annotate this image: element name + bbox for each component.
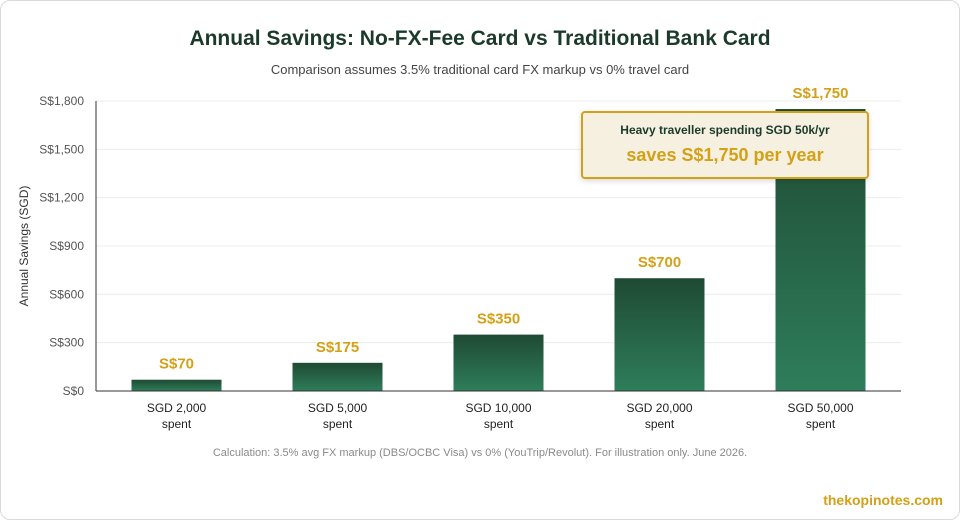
x-tick-label: spent xyxy=(323,417,353,431)
y-tick-label: S$1,800 xyxy=(39,94,84,108)
bar-data-label: S$70 xyxy=(159,356,194,373)
y-tick-label: S$0 xyxy=(63,384,85,398)
x-tick-label: spent xyxy=(162,417,192,431)
x-tick-label: SGD 5,000 xyxy=(308,401,368,415)
bar xyxy=(453,334,544,391)
x-tick-label: spent xyxy=(806,417,836,431)
x-tick-label: SGD 2,000 xyxy=(147,401,207,415)
x-tick-label: SGD 10,000 xyxy=(465,401,531,415)
y-axis-title: Annual Savings (SGD) xyxy=(17,186,31,307)
y-tick-label: S$1,200 xyxy=(39,191,84,205)
bar xyxy=(614,278,705,391)
bar xyxy=(292,362,383,391)
bar-data-label: S$700 xyxy=(638,254,681,271)
x-tick-label: SGD 20,000 xyxy=(626,401,692,415)
bar-data-label: S$175 xyxy=(316,339,359,356)
y-tick-label: S$900 xyxy=(49,239,84,253)
chart-subtitle: Comparison assumes 3.5% traditional card… xyxy=(270,62,690,77)
x-tick-label: spent xyxy=(484,417,514,431)
callout-heading: Heavy traveller spending SGD 50k/yr xyxy=(620,123,830,137)
bar xyxy=(131,379,222,391)
brand-watermark: thekopinotes.com xyxy=(823,492,943,508)
y-tick-label: S$600 xyxy=(49,287,84,301)
highlight-callout: Heavy traveller spending SGD 50k/yr save… xyxy=(581,111,869,179)
callout-value: saves S$1,750 per year xyxy=(626,145,824,165)
x-tick-label: SGD 50,000 xyxy=(787,401,853,415)
footnote: Calculation: 3.5% avg FX markup (DBS/OCB… xyxy=(212,447,748,459)
y-tick-label: S$300 xyxy=(49,336,84,350)
bar-data-label: S$1,750 xyxy=(793,85,849,102)
x-tick-label: spent xyxy=(645,417,675,431)
bar-data-label: S$350 xyxy=(477,311,520,328)
bar-chart: S$0 S$300 S$600 S$900 S$1,200 S$1,500 S$1,800 A… xyxy=(17,85,901,431)
chart-title: Annual Savings: No-FX-Fee Card vs Tradit… xyxy=(189,27,771,50)
y-tick-label: S$1,500 xyxy=(39,142,84,156)
